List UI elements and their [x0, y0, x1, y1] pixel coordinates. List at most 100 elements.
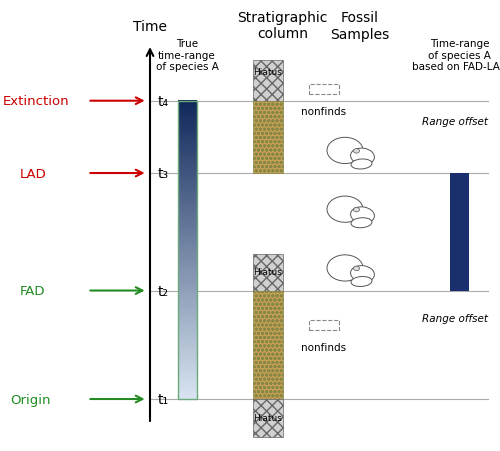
Bar — [178, 265, 197, 267]
Bar — [178, 254, 197, 256]
Bar — [178, 360, 197, 362]
Bar — [178, 336, 197, 338]
Bar — [178, 257, 197, 259]
Bar — [178, 202, 197, 204]
Bar — [178, 306, 197, 308]
Bar — [178, 256, 197, 258]
Bar — [178, 283, 197, 285]
Bar — [178, 338, 197, 340]
Bar — [178, 244, 197, 246]
Bar — [178, 330, 197, 332]
Bar — [178, 394, 197, 396]
Bar — [178, 345, 197, 347]
Bar — [178, 344, 197, 345]
Bar — [178, 372, 197, 374]
Bar — [178, 350, 197, 351]
Bar — [450, 174, 469, 291]
Text: Stratigraphic
column: Stratigraphic column — [238, 11, 328, 41]
Ellipse shape — [351, 160, 372, 170]
Bar — [178, 217, 197, 219]
Bar — [178, 235, 197, 237]
Bar — [178, 266, 197, 268]
Bar — [178, 387, 197, 389]
Text: LAD: LAD — [20, 167, 47, 180]
Bar — [178, 290, 197, 292]
Text: FAD: FAD — [20, 285, 46, 297]
Bar — [178, 295, 197, 296]
Ellipse shape — [327, 138, 363, 164]
Bar — [178, 263, 197, 265]
Bar — [178, 234, 197, 235]
Bar — [178, 391, 197, 393]
Bar — [178, 238, 197, 240]
Bar — [309, 320, 339, 330]
Bar — [178, 153, 197, 155]
Bar — [178, 236, 197, 239]
Bar — [178, 223, 197, 225]
Ellipse shape — [354, 149, 360, 154]
Bar — [178, 125, 197, 127]
Text: t₁: t₁ — [158, 392, 168, 406]
Bar — [178, 385, 197, 387]
Bar — [178, 166, 197, 169]
Bar — [178, 195, 197, 197]
Bar — [178, 110, 197, 112]
Bar — [178, 366, 197, 368]
Bar — [178, 181, 197, 183]
Bar — [178, 355, 197, 358]
Bar — [178, 327, 197, 329]
Bar — [178, 247, 197, 249]
Text: t₄: t₄ — [158, 95, 168, 108]
Bar — [178, 272, 197, 274]
Bar — [178, 285, 197, 288]
Bar — [178, 115, 197, 116]
Bar — [178, 296, 197, 298]
Text: nonfinds: nonfinds — [302, 106, 346, 116]
Bar — [178, 106, 197, 107]
Bar — [178, 393, 197, 395]
Bar — [178, 342, 197, 344]
Bar — [178, 321, 197, 323]
Bar — [178, 184, 197, 186]
Bar — [178, 210, 197, 212]
Bar — [178, 318, 197, 320]
Bar — [178, 250, 197, 252]
Bar — [178, 364, 197, 366]
Bar — [178, 211, 197, 213]
Bar — [178, 302, 197, 304]
Ellipse shape — [351, 218, 372, 228]
Bar — [178, 227, 197, 230]
Bar — [252, 101, 282, 174]
Bar — [178, 243, 197, 244]
Bar — [178, 284, 197, 286]
Bar — [178, 259, 197, 261]
Bar — [178, 315, 197, 318]
Bar — [178, 219, 197, 221]
Bar — [178, 333, 197, 335]
Bar — [178, 213, 197, 215]
Bar — [178, 313, 197, 314]
Bar — [178, 379, 197, 381]
Bar — [178, 193, 197, 195]
Bar — [178, 230, 197, 232]
Bar — [178, 320, 197, 322]
Bar — [178, 253, 197, 255]
Bar — [178, 144, 197, 146]
Bar — [178, 220, 197, 222]
Bar — [178, 378, 197, 380]
Ellipse shape — [350, 149, 374, 165]
Bar — [178, 298, 197, 299]
Text: Time-range
of species A
based on FAD-LAD: Time-range of species A based on FAD-LAD — [412, 39, 500, 72]
Bar — [178, 137, 197, 138]
Bar — [178, 390, 197, 391]
Bar — [178, 278, 197, 280]
Bar — [178, 109, 197, 110]
Bar — [178, 276, 197, 279]
Bar — [178, 357, 197, 359]
Bar — [178, 375, 197, 377]
Bar — [178, 141, 197, 143]
Bar — [178, 164, 197, 166]
Bar — [178, 382, 197, 384]
Text: Hiatus: Hiatus — [253, 413, 282, 422]
Bar — [178, 143, 197, 145]
